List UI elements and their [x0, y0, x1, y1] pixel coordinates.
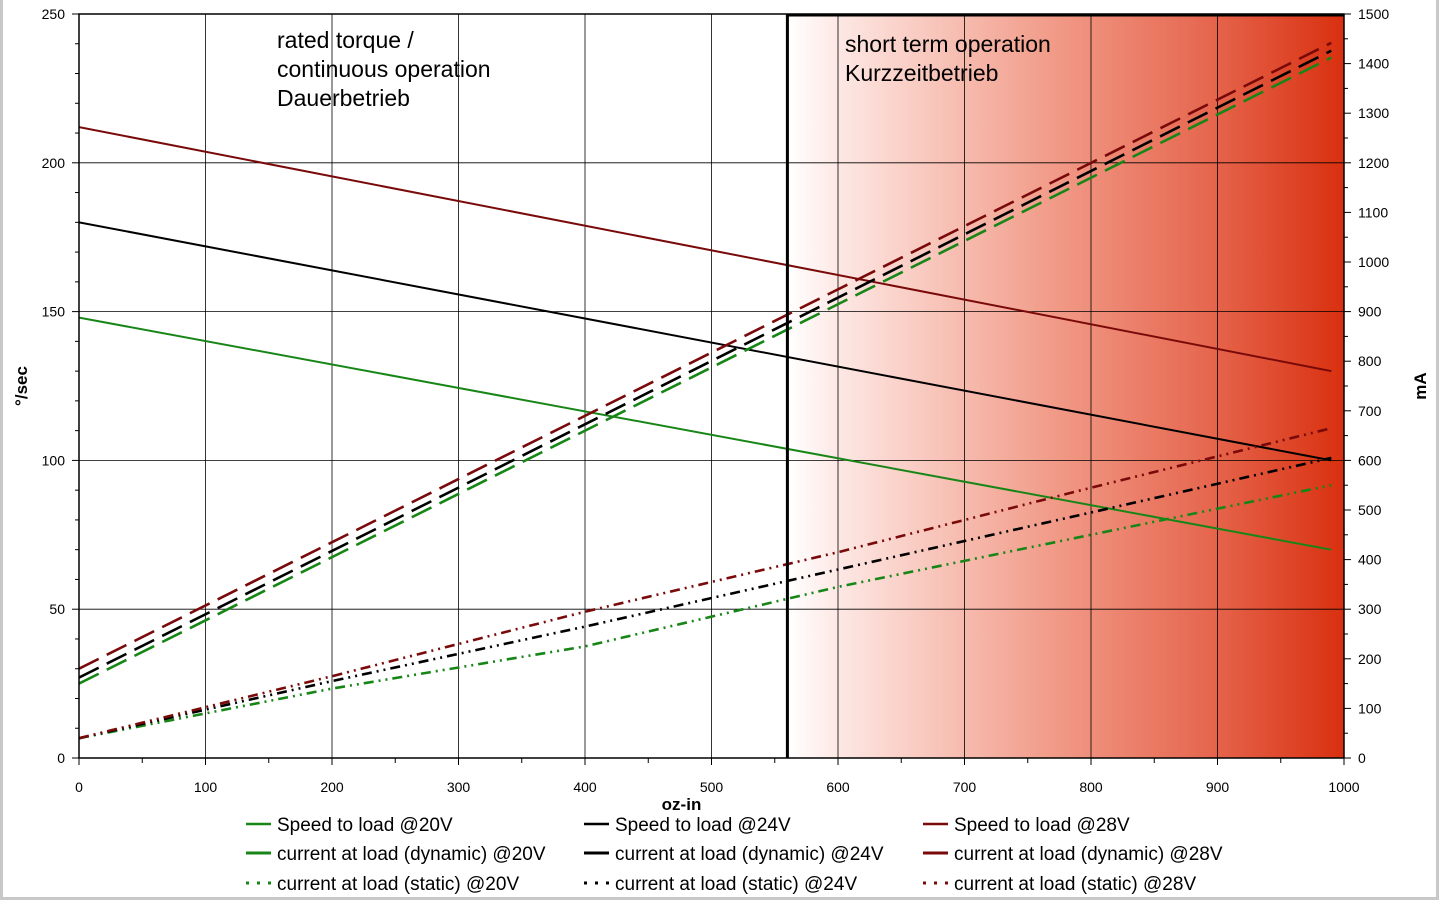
- x-tick-label: 500: [700, 779, 724, 795]
- series-line-3: [79, 126, 1332, 373]
- y2-tick-label: 1500: [1358, 6, 1389, 22]
- y2-tick-label: 700: [1358, 403, 1382, 419]
- x-tick-label: 300: [447, 779, 471, 795]
- legend-label: current at load (static) @20V: [277, 874, 519, 895]
- y2-tick-label: 1200: [1358, 155, 1389, 171]
- series-line-2: [79, 221, 1332, 462]
- short-term-region-fill: [787, 14, 1344, 758]
- y2-tick-label: 500: [1358, 502, 1382, 518]
- y2-tick-label: 1300: [1358, 105, 1389, 121]
- y2-tick-label: 600: [1358, 452, 1382, 468]
- region-annotation-line: short term operation: [845, 31, 1051, 57]
- y2-tick-label: 1100: [1358, 204, 1388, 220]
- y2-tick-label: 800: [1358, 353, 1382, 369]
- series-line-5: [79, 49, 1332, 679]
- y2-tick-label: 100: [1358, 700, 1382, 716]
- y-tick-label: 250: [42, 6, 66, 22]
- region-annotation-line: Kurzzeitbetrieb: [845, 60, 998, 86]
- speed-current-chart: 0 100 200 300 400 500 600 700 800 900 100005010015…: [12, 6, 1430, 895]
- x-tick-label: 400: [573, 779, 597, 795]
- legend-label: current at load (dynamic) @28V: [954, 844, 1223, 865]
- legend-label: Speed to load @28V: [954, 815, 1130, 836]
- y2-tick-label: 200: [1358, 651, 1382, 667]
- y2-axis-label: mA: [1411, 372, 1430, 399]
- legend-label: current at load (dynamic) @20V: [277, 844, 546, 865]
- region-annotation-line: rated torque /: [277, 27, 414, 53]
- x-tick-label: 700: [953, 779, 977, 795]
- y-tick-label: 0: [57, 750, 65, 766]
- x-tick-label: 900: [1206, 779, 1230, 795]
- y2-tick-label: 1000: [1358, 254, 1389, 270]
- legend-label: Speed to load @24V: [615, 815, 791, 836]
- x-axis-label: oz-in: [662, 795, 702, 814]
- legend-label: current at load (dynamic) @24V: [615, 844, 884, 865]
- y2-tick-label: 1400: [1358, 56, 1389, 72]
- y-tick-label: 200: [42, 155, 66, 171]
- region-annotation-line: continuous operation: [277, 56, 491, 82]
- y2-tick-label: 300: [1358, 601, 1382, 617]
- x-tick-label: 800: [1079, 779, 1103, 795]
- x-tick-label: 100: [194, 779, 218, 795]
- series-line-6: [79, 41, 1332, 670]
- legend-label: Speed to load @20V: [277, 815, 453, 836]
- x-tick-label: 600: [826, 779, 850, 795]
- y2-tick-label: 0: [1358, 750, 1366, 766]
- region-annotation-line: Dauerbetrieb: [277, 85, 410, 111]
- y-axis-label: °/sec: [12, 366, 31, 406]
- x-tick-label: 200: [320, 779, 344, 795]
- y2-tick-label: 400: [1358, 552, 1382, 568]
- x-tick-label: 0: [75, 779, 83, 795]
- legend-label: current at load (static) @24V: [615, 874, 857, 895]
- legend-label: current at load (static) @28V: [954, 874, 1196, 895]
- y-tick-label: 50: [49, 601, 65, 617]
- y-tick-label: 150: [42, 304, 66, 320]
- series-line-1: [79, 316, 1332, 551]
- series-line-8: [79, 456, 1332, 740]
- y-tick-label: 100: [42, 452, 66, 468]
- x-tick-label: 1000: [1328, 779, 1359, 795]
- y2-tick-label: 900: [1358, 304, 1382, 320]
- series-line-7: [79, 483, 1332, 740]
- series-line-4: [79, 56, 1332, 685]
